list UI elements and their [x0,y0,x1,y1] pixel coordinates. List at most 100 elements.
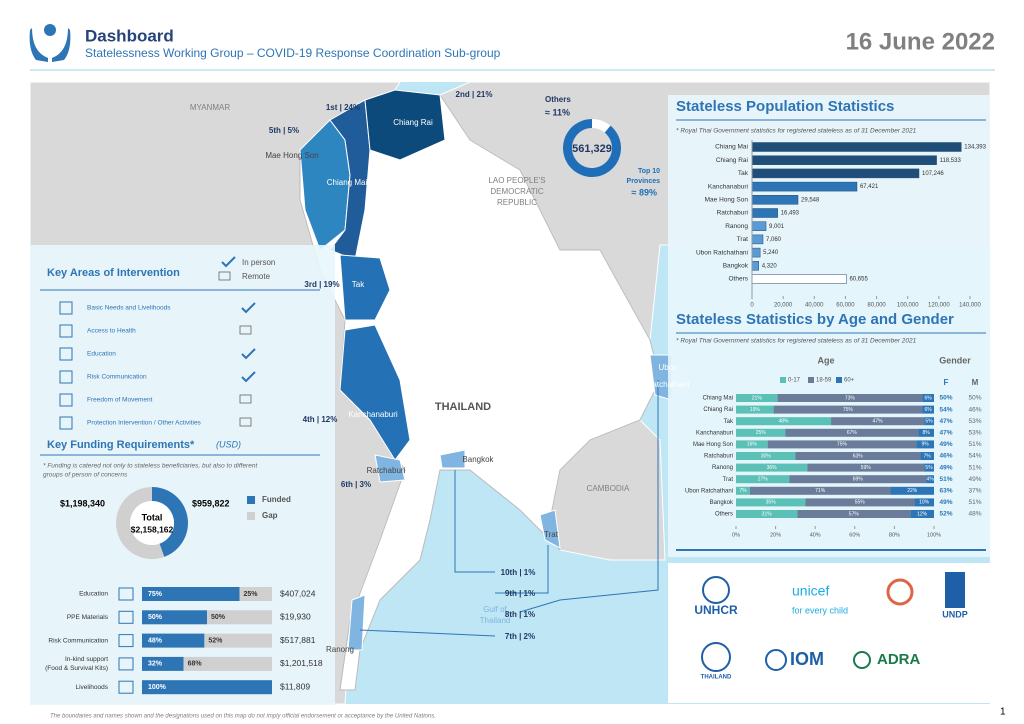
value-label: 48% [779,419,790,425]
value-label: 63% [853,453,864,459]
logo-text: UNHCR [694,603,738,617]
value-label: 4,320 [762,263,778,269]
category-label: Kanchanaburi [708,183,748,190]
note: groups of person of concerns [43,472,128,479]
value-label: 12% [917,511,928,517]
logo-text: for every child [792,605,848,615]
gender-f: 49% [939,464,952,471]
value-label: 8% [922,430,930,436]
x-tick-label: 80,000 [867,303,886,309]
rank-label: 2nd | 21% [456,90,493,99]
row-icon [118,610,134,624]
value-label: 6% [924,407,932,413]
gap-pct: 50% [211,614,226,621]
item-icon [59,347,73,361]
category-label: Ubon Ratchathani [696,249,748,256]
item-icon [59,324,73,338]
funded-pct: 100% [148,684,167,691]
category-label: Ubon Ratchathani [685,488,733,494]
item-icon [59,393,73,407]
icon-in-person [241,348,256,360]
row-amount: $407,024 [280,588,316,598]
gender-f: 51% [939,476,952,483]
province-label: Mae Hong Son [265,151,318,160]
row-amount: $1,201,518 [280,658,323,668]
note: * Funding is catered not only to statele… [43,463,258,470]
gender-m: 46% [968,406,981,413]
value-label: 16% [747,442,758,448]
value-label: 59% [861,465,872,471]
gender-m: 54% [968,453,981,460]
icon-remote [218,271,231,281]
category-label: Chiang Rai [703,407,733,413]
province-label: Chiang Rai [393,118,433,127]
province-trat [539,509,561,549]
value-label: 29,548 [801,197,820,203]
bar-segment [777,394,923,402]
section-label: Age [817,355,834,365]
legend-label: Funded [262,495,291,504]
province-kanchanaburi [339,324,411,461]
section-title: Key Areas of Intervention [47,267,180,279]
value-label: 118,533 [940,158,962,164]
value-label: 22% [907,488,918,494]
item-icon [59,416,73,430]
value-label: 71% [815,488,826,494]
bar-segment [736,498,806,507]
legend-swatch [247,496,255,504]
province-label: Ubon [658,363,677,372]
legend-swatch [780,377,786,383]
province-chiang-rai [364,89,446,161]
x-tick-label: 40,000 [805,303,824,309]
logo-mark [765,649,787,671]
funded-value: $959,822 [192,498,230,508]
date: 16 June 2022 [846,28,995,55]
row-icon [118,634,134,648]
gap-value: $1,198,340 [60,498,105,508]
item-icon [59,370,73,384]
province-bangkok [439,449,466,469]
legend-label: Remote [242,272,271,281]
value-label: 25% [756,430,767,436]
value-label: 9% [921,442,929,448]
legend-swatch [836,377,842,383]
value-label: 19% [750,407,761,413]
row-label: Risk Communication [48,637,108,644]
province-label: Gulf of [483,605,507,614]
bar-segment [797,510,911,518]
category-label: Trat [737,236,749,243]
value-label: 67% [847,430,858,436]
value-label: 30% [761,453,772,459]
bar-funded [142,680,272,695]
bar-segment [736,452,796,460]
category-label: Others [728,276,748,283]
value-label: 57% [849,511,860,517]
icon-remote [239,417,252,427]
category-label: Ratchaburi [717,210,748,217]
legend-label: 60+ [844,378,855,384]
category-label: Ranong [725,223,748,230]
bar [751,261,759,271]
category-label: Chiang Mai [703,396,733,402]
province-label: Bangkok [462,455,494,464]
logo [29,24,71,62]
x-tick-label: 60,000 [836,303,855,309]
rank-label: 6th | 3% [341,480,371,489]
x-tick-label: 140,000 [959,303,981,309]
total-value: $2,158,162 [131,524,174,534]
value-label: 55% [855,500,866,506]
value-label: 4% [926,477,934,483]
province-label: Ratchaburi [367,466,406,475]
value-label: 31% [762,511,773,517]
gender-m: 49% [968,476,981,483]
bar-gap [207,610,272,625]
value-label: 9,001 [769,224,785,230]
donut-slice [152,487,189,557]
section-unit: (USD) [216,439,241,449]
gap-pct: 25% [244,591,259,598]
logo-mark [702,576,730,604]
gender-m: 51% [968,464,981,471]
category-label: Tak [738,170,749,177]
logo-mark [701,642,731,672]
logo-text: unicef [792,583,829,599]
